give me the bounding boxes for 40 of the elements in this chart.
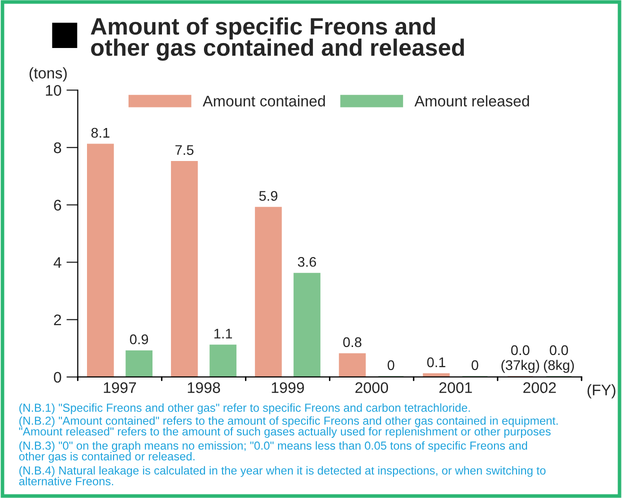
x-tick-label: 1998	[188, 382, 220, 394]
bar	[126, 350, 152, 377]
y-tick-label: 6	[54, 200, 62, 211]
bar	[254, 206, 282, 377]
text: (N.B.4) Natural leakage is calculated in the year when it is detected at inspections, or when switching to alternative Freons.	[19, 466, 546, 486]
legend-label: Amount released	[414, 95, 529, 107]
data-label: 1.1	[214, 328, 232, 338]
x-tick-label: 2002	[523, 382, 556, 394]
chart-title: Amount of specific Freons and other gas contained and released	[90, 17, 464, 61]
data-label: 0.8	[343, 337, 362, 348]
data-label: 5.9	[259, 191, 278, 201]
bar	[86, 144, 114, 377]
x-tick-label: 2000	[355, 382, 388, 394]
text: (N.B.2) "Amount contained" refers to the amount of specific Freons and other gas contained in equipment. "Amount released" refers to the amount of such gases actually used for replenishment or other purposes	[19, 416, 558, 438]
y-tick-label: 4	[54, 257, 62, 268]
data-label: 0.0 (8kg)	[544, 345, 574, 373]
data-label: 0.1	[427, 357, 446, 368]
x-tick-label: 1999	[272, 382, 304, 394]
bar	[294, 272, 320, 377]
x-axis-title: (FY)	[588, 384, 616, 398]
data-label: 7.5	[175, 145, 194, 155]
data-label: 0.0 (37kg)	[501, 345, 540, 373]
data-label: 0	[472, 360, 478, 370]
bar	[170, 161, 198, 377]
bar	[210, 344, 236, 377]
text: (N.B.1) "Specific Freons and other gas" refer to specific Freons and carbon tetrachloride.	[19, 403, 470, 414]
text: (N.B.3) "0" on the graph means no emission; "0.0" means less than 0.05 tons of specific Freons and other gas is contained or released.	[19, 441, 528, 463]
data-label: 0	[388, 360, 394, 370]
x-tick-label: 2001	[439, 382, 472, 394]
bar	[338, 353, 366, 377]
y-tick-label: 8	[54, 142, 62, 154]
y-tick-label: 10	[46, 85, 62, 96]
legend-label: Amount contained	[202, 95, 325, 107]
data-label: 3.6	[298, 256, 316, 267]
x-tick-label: 1997	[104, 382, 136, 394]
y-axis-title: (tons)	[30, 67, 67, 82]
y-tick-label: 0	[54, 372, 62, 383]
y-tick-label: 2	[54, 314, 62, 326]
data-label: 0.9	[130, 334, 148, 344]
data-label: 8.1	[91, 128, 110, 138]
